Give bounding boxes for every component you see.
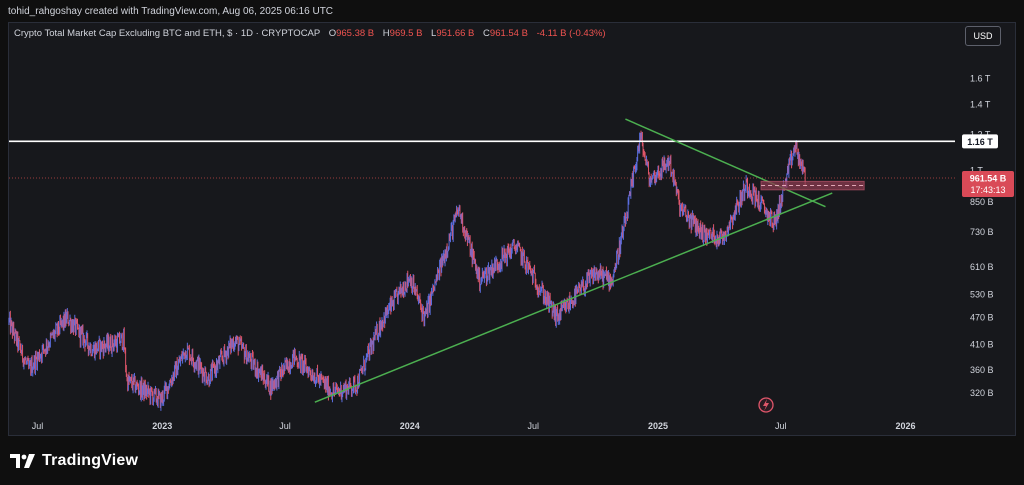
x-tick-label-5: 2025 — [648, 421, 668, 431]
y-tick-label-6: 730 B — [970, 227, 994, 237]
y-tick-label-11: 1.6 T — [970, 74, 991, 84]
open-label: O — [328, 28, 337, 39]
brand-name: TradingView — [42, 452, 139, 469]
symbol-legend: Crypto Total Market Cap Excluding BTC an… — [14, 28, 606, 39]
tradingview-logo-icon — [10, 454, 35, 468]
bar-countdown-label: 17:43:13 — [970, 185, 1005, 195]
last-price-label: 961.54 B — [970, 173, 1007, 183]
change-value: -4.11 B (-0.43%) — [536, 28, 606, 39]
lightning-icon — [763, 399, 769, 411]
low-label: L — [431, 28, 437, 39]
close-value: 961.54 B — [489, 28, 528, 39]
y-tick-label-1: 360 B — [970, 365, 994, 375]
resistance-price-tag — [962, 134, 998, 149]
y-tick-label-5: 610 B — [970, 262, 994, 272]
high-label: H — [382, 28, 390, 39]
open-value: 965.38 B — [336, 28, 375, 39]
symbol-name[interactable]: Crypto Total Market Cap Excluding BTC an… — [14, 28, 321, 39]
y-tick-label-7: 850 B — [970, 197, 994, 207]
y-tick-label-3: 470 B — [970, 313, 994, 323]
descending-trendline-0[interactable] — [625, 118, 826, 208]
low-value: 951.66 B — [436, 28, 475, 39]
x-tick-label-1: 2023 — [152, 421, 172, 431]
y-tick-label-0: 320 B — [970, 388, 994, 398]
x-tick-label-4: Jul — [527, 421, 539, 431]
x-tick-label-0: Jul — [32, 421, 44, 431]
last-price-tag — [962, 170, 1014, 197]
x-tick-label-7: 2026 — [895, 421, 915, 431]
currency-button[interactable]: USD — [965, 26, 1001, 46]
brand: TradingView — [10, 452, 138, 470]
x-tick-label-2: Jul — [279, 421, 291, 431]
high-value: 969.5 B — [389, 28, 423, 39]
ascending-trendline-1[interactable] — [314, 192, 833, 403]
close-label: C — [483, 28, 490, 39]
y-tick-label-10: 1.4 T — [970, 100, 991, 110]
resistance-price-label: 1.16 T — [967, 137, 993, 147]
x-tick-label-3: 2024 — [400, 421, 420, 431]
x-tick-label-6: Jul — [775, 421, 787, 431]
chart-credit: tohid_rahgoshay created with TradingView… — [8, 6, 334, 17]
y-tick-label-4: 530 B — [970, 289, 994, 299]
y-tick-label-8: 1 T — [970, 165, 983, 175]
y-tick-label-2: 410 B — [970, 339, 994, 349]
